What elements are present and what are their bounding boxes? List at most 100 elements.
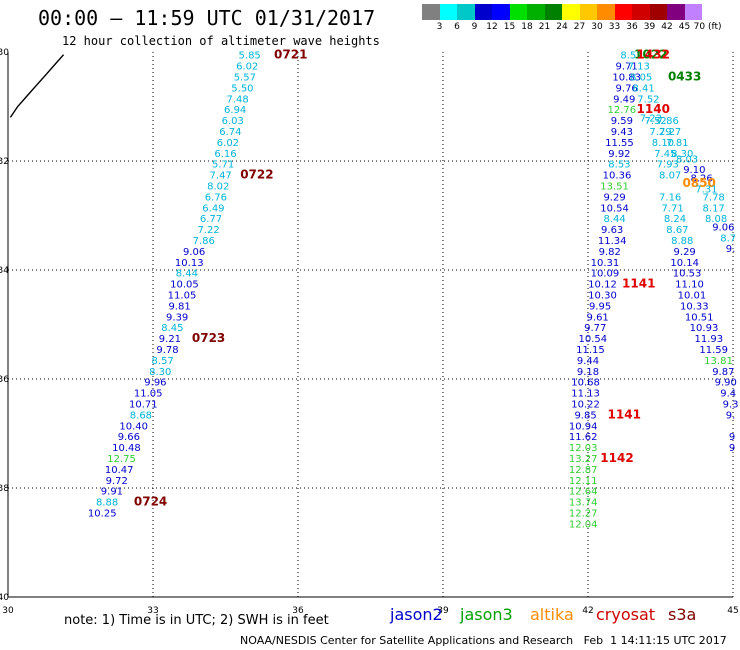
wave-height-label: 7.48 — [226, 94, 248, 105]
scale-label: 6 — [454, 22, 460, 32]
wave-height-label: 9.71 — [616, 62, 638, 73]
y-tick-label: -32 — [0, 157, 9, 167]
wave-height-label: 7.13 — [628, 62, 650, 73]
wave-height-label: 8.17 — [703, 203, 725, 214]
pass-time-label: 1140 — [637, 102, 670, 116]
legend-item-cryosat: cryosat — [596, 605, 656, 624]
x-tick-label: 33 — [147, 606, 158, 616]
wave-height-label: 7.78 — [703, 192, 725, 203]
wave-height-label: 6.76 — [205, 192, 227, 203]
scale-label: 42 — [661, 22, 673, 32]
y-tick-label: -30 — [0, 48, 9, 58]
scale-label: 15 — [503, 22, 516, 32]
wave-height-label: 8.24 — [664, 214, 686, 225]
scale-swatch — [509, 4, 527, 20]
scale-label: 30 — [591, 22, 603, 32]
wave-height-label: 10.93 — [690, 323, 719, 334]
wave-height-label: 12.04 — [569, 519, 598, 530]
scale-label: 33 — [608, 22, 621, 32]
pass-time-label: 1022 — [634, 48, 667, 62]
wave-height-label: 9.81 — [168, 301, 190, 312]
wave-height-label: 12.27 — [569, 509, 598, 520]
scale-label: 45 — [678, 22, 691, 32]
scale-label: 21 — [538, 22, 551, 32]
wave-height-label: 10.25 — [88, 509, 117, 520]
legend-item-s3a: s3a — [668, 605, 697, 624]
wave-height-label: 9.77 — [584, 323, 606, 334]
wave-height-label: 9.96 — [144, 378, 166, 389]
wave-height-label: 9.10 — [683, 165, 705, 176]
x-tick-label: 36 — [292, 606, 304, 616]
wave-height-label: 9 — [729, 432, 735, 443]
wave-height-label: 13.74 — [569, 498, 598, 509]
wave-height-label: 8.05 — [630, 73, 652, 84]
wave-height-label: 10.47 — [105, 465, 134, 476]
scale-swatch — [492, 4, 510, 20]
note-text: note: 1) Time is in UTC; 2) SWH is in fe… — [64, 613, 329, 628]
wave-height-label: 11.10 — [675, 280, 704, 291]
wave-height-label: 7.29 — [649, 127, 671, 138]
x-tick-label: 39 — [437, 606, 449, 616]
wave-height-label: 9.3 — [723, 400, 739, 411]
scale-swatch — [702, 4, 720, 20]
wave-height-label: 8.10 — [652, 138, 674, 149]
wave-height-label: 9.49 — [613, 94, 635, 105]
wave-height-label: 8.30 — [149, 367, 171, 378]
wave-height-label: 11.59 — [699, 345, 728, 356]
scale-label: 39 — [643, 22, 656, 32]
wave-height-label: 7.86 — [657, 116, 679, 127]
wave-height-label: 11.13 — [571, 389, 600, 400]
wave-height-label: 9.44 — [577, 356, 599, 367]
wave-height-label: 10.22 — [571, 400, 600, 411]
wave-height-label: 8.41 — [632, 83, 654, 94]
wave-height-label: 10.14 — [670, 258, 699, 269]
wave-height-label: 9.39 — [166, 312, 188, 323]
wave-height-label: 8.03 — [676, 154, 698, 165]
scale-swatch — [562, 4, 580, 20]
wave-height-label: 9.29 — [603, 192, 625, 203]
wave-height-label: 6.02 — [236, 62, 258, 73]
wave-height-label: 9.95 — [589, 301, 611, 312]
pass-time-label: 1432 — [637, 48, 670, 62]
wave-height-label: 10.83 — [612, 73, 641, 84]
x-tick-label: 30 — [2, 606, 14, 616]
wave-height-label: 5.85 — [239, 51, 261, 62]
pass-time-label: 0721 — [274, 48, 307, 62]
scale-swatch — [527, 4, 545, 20]
wave-height-label: 9.43 — [611, 127, 633, 138]
scale-swatch — [579, 4, 597, 20]
wave-height-label: 10.53 — [673, 269, 702, 280]
wave-height-label: 7.27 — [659, 127, 681, 138]
wave-height-label: 10.71 — [129, 400, 158, 411]
wave-height-label: 9.82 — [599, 247, 621, 258]
pass-time-label: 1141 — [622, 277, 655, 291]
pass-time-label: 0433 — [668, 70, 701, 84]
wave-height-label: 9.63 — [601, 225, 623, 236]
wave-height-label: 9.29 — [674, 247, 696, 258]
scale-label: 27 — [573, 22, 586, 32]
wave-height-label: 13.27 — [569, 454, 598, 465]
wave-height-label: 9.18 — [577, 367, 599, 378]
wave-height-label: 7.52 — [637, 94, 659, 105]
wave-height-label: 9.92 — [608, 149, 630, 160]
wave-height-label: 10.54 — [579, 334, 608, 345]
wave-height-label: 9.90 — [715, 378, 737, 389]
scale-swatch — [614, 4, 632, 20]
legend-item-jason2: jason2 — [390, 605, 443, 624]
page-title: 00:00 — 11:59 UTC 01/31/2017 — [38, 6, 376, 30]
wave-height-label: 8.68 — [130, 410, 152, 421]
wave-height-label: 11.93 — [695, 334, 724, 345]
wave-height-label: 10.30 — [588, 291, 617, 302]
scale-label: 18 — [521, 22, 533, 32]
wave-height-label: 7.93 — [657, 160, 679, 171]
wave-height-label: 9.21 — [159, 334, 181, 345]
wave-height-label: 11.62 — [569, 432, 598, 443]
pass-time-label: 0850 — [682, 176, 715, 190]
wave-height-label: 9. — [726, 244, 736, 255]
x-tick-label: 45 — [727, 606, 738, 616]
wave-height-label: 12.03 — [569, 443, 598, 454]
pass-time-label: 1141 — [608, 407, 641, 421]
scale-label: 36 — [626, 22, 638, 32]
wave-height-label: 7.22 — [640, 113, 662, 124]
wave-height-label: 7.45 — [654, 149, 676, 160]
